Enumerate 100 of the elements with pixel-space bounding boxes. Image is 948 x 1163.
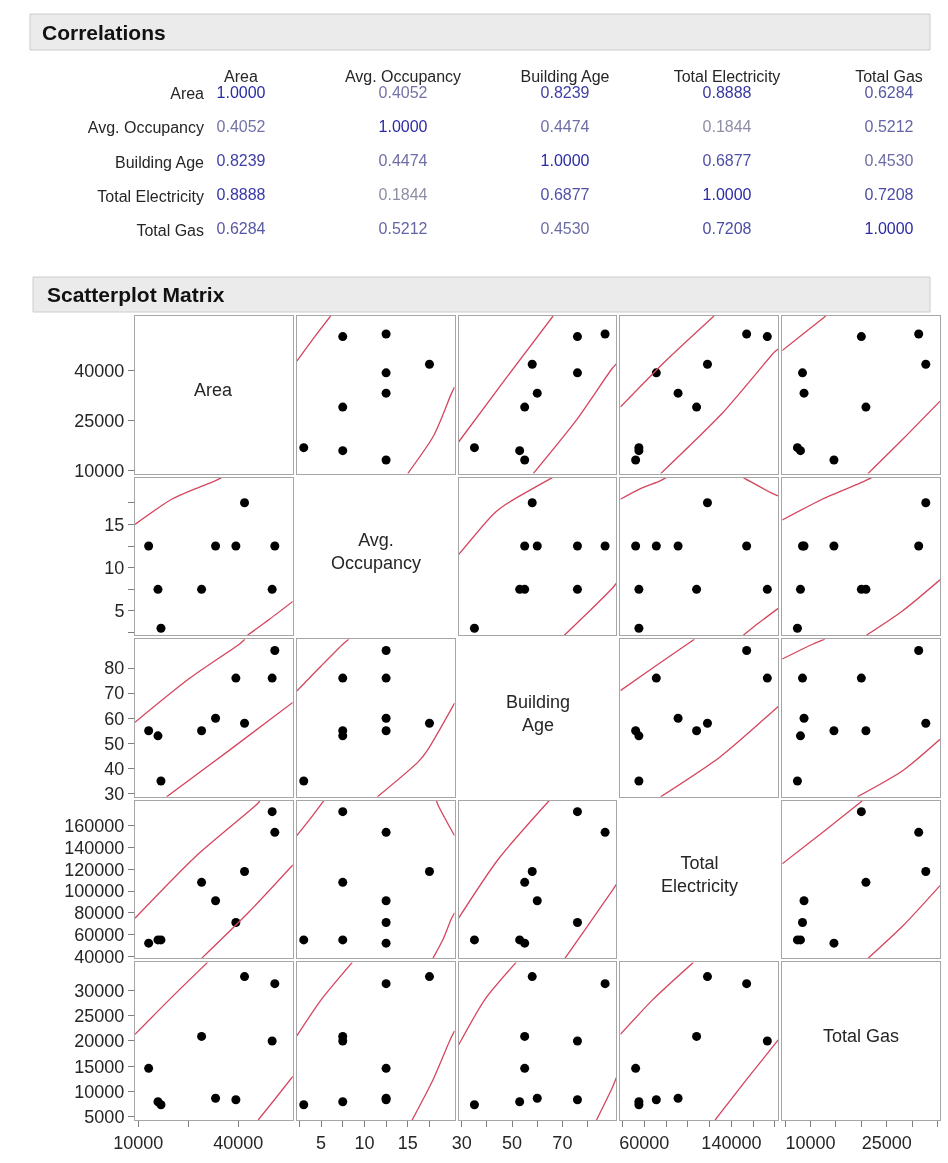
point bbox=[338, 673, 348, 683]
x-tick-label: 70 bbox=[552, 1132, 573, 1153]
point bbox=[240, 498, 250, 508]
y-tick-label: Avg. Occupancy bbox=[87, 119, 204, 137]
point bbox=[197, 877, 207, 887]
point bbox=[651, 1095, 661, 1105]
point bbox=[270, 541, 280, 551]
point bbox=[156, 776, 166, 786]
y-tick-label: 40000 bbox=[74, 946, 125, 967]
point bbox=[381, 918, 391, 928]
x-tick-label: 25000 bbox=[861, 1132, 912, 1153]
y-tick-label: 60000 bbox=[74, 924, 125, 945]
point bbox=[527, 498, 537, 508]
point bbox=[921, 866, 931, 876]
point bbox=[520, 1063, 530, 1073]
point bbox=[520, 1031, 530, 1041]
point bbox=[231, 673, 241, 683]
y-tick-label: 100000 bbox=[64, 881, 125, 902]
point bbox=[381, 938, 391, 948]
data-label: 0.6877 bbox=[702, 152, 752, 169]
y-tick-label: 15 bbox=[104, 514, 125, 535]
point bbox=[381, 388, 391, 398]
point bbox=[631, 455, 641, 465]
point bbox=[692, 726, 702, 736]
point bbox=[532, 896, 542, 906]
y-tick-label: 10000 bbox=[74, 460, 125, 481]
point bbox=[520, 402, 530, 412]
point bbox=[921, 498, 931, 508]
point bbox=[267, 1036, 277, 1046]
y-tick-label: 30 bbox=[104, 783, 125, 804]
x-tick-label: 30 bbox=[451, 1132, 472, 1153]
point bbox=[861, 877, 871, 887]
point bbox=[762, 1036, 772, 1046]
point bbox=[424, 866, 434, 876]
point bbox=[914, 645, 924, 655]
x-tick-label: 10000 bbox=[785, 1132, 836, 1153]
data-label: 0.7208 bbox=[864, 186, 914, 204]
data-label: 1.0000 bbox=[540, 152, 590, 169]
point bbox=[634, 731, 644, 741]
point bbox=[515, 1097, 525, 1107]
point bbox=[144, 541, 154, 551]
point bbox=[299, 935, 309, 945]
x-tick-label: 140000 bbox=[701, 1132, 762, 1153]
point bbox=[299, 776, 309, 786]
point bbox=[338, 332, 348, 342]
point bbox=[211, 713, 221, 723]
y-tick-label: Building Age bbox=[115, 153, 205, 171]
point bbox=[267, 673, 277, 683]
point bbox=[795, 584, 805, 594]
chart-title: Correlations bbox=[42, 21, 166, 44]
point bbox=[527, 359, 537, 369]
point bbox=[856, 673, 866, 683]
data-label: 0.4474 bbox=[540, 117, 590, 135]
point bbox=[532, 388, 542, 398]
data-label: 0.1844 bbox=[702, 117, 752, 135]
x-tick-label: Total Electricity bbox=[673, 67, 781, 85]
point bbox=[651, 673, 661, 683]
point bbox=[572, 807, 582, 817]
point bbox=[469, 443, 479, 453]
point bbox=[231, 1095, 241, 1105]
point bbox=[572, 918, 582, 928]
data-label: 0.8888 bbox=[216, 186, 266, 204]
point bbox=[381, 329, 391, 339]
point bbox=[153, 731, 163, 741]
point bbox=[742, 645, 752, 655]
point bbox=[211, 1093, 221, 1103]
y-tick-label: 30000 bbox=[74, 980, 125, 1001]
point bbox=[856, 332, 866, 342]
point bbox=[469, 623, 479, 633]
x-tick-label: 5 bbox=[316, 1132, 327, 1153]
point bbox=[299, 443, 309, 453]
y-tick-label: 15000 bbox=[74, 1056, 125, 1077]
point bbox=[572, 584, 582, 594]
point bbox=[267, 807, 277, 817]
point bbox=[792, 623, 802, 633]
y-tick-label: Total Gas bbox=[136, 222, 204, 239]
point bbox=[798, 673, 807, 683]
point bbox=[914, 541, 924, 551]
point bbox=[381, 1063, 391, 1073]
x-tick-label: 40000 bbox=[213, 1132, 264, 1153]
point bbox=[231, 541, 241, 551]
x-tick-label: 15 bbox=[397, 1132, 418, 1153]
point bbox=[270, 979, 280, 989]
point bbox=[600, 979, 610, 989]
data-label: 0.6284 bbox=[216, 220, 266, 238]
point bbox=[527, 972, 537, 982]
line-series bbox=[135, 477, 223, 526]
y-tick-label: 80 bbox=[104, 658, 125, 679]
point bbox=[381, 726, 391, 736]
point bbox=[798, 368, 807, 378]
point bbox=[861, 402, 871, 412]
point bbox=[381, 713, 391, 723]
point bbox=[634, 584, 644, 594]
point bbox=[240, 972, 250, 982]
point bbox=[762, 673, 772, 683]
point bbox=[673, 388, 683, 398]
y-tick-label: 25000 bbox=[74, 1005, 125, 1026]
point bbox=[270, 645, 280, 655]
data-label: 0.4052 bbox=[216, 117, 266, 135]
point bbox=[532, 541, 542, 551]
